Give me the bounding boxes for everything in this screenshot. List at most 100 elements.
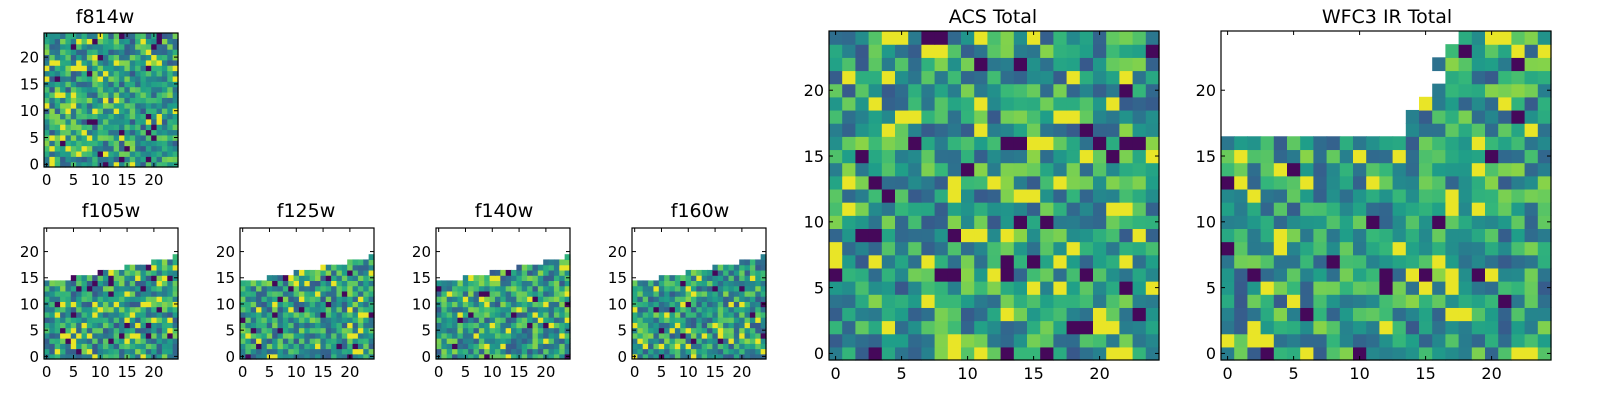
heatmap-cell	[1260, 149, 1275, 164]
heatmap-cell	[309, 353, 316, 360]
heatmap-cell	[140, 317, 147, 323]
heatmap-cell	[76, 43, 83, 50]
heatmap-cell	[468, 306, 475, 313]
heatmap-cell	[1537, 307, 1552, 322]
heatmap-cell	[1366, 162, 1380, 177]
heatmap-cell	[119, 150, 125, 157]
heatmap-cell	[1366, 267, 1380, 282]
heatmap-cell	[60, 38, 67, 45]
heatmap-cell	[352, 332, 359, 339]
heatmap-cell	[108, 124, 115, 131]
heatmap-cell	[60, 327, 67, 334]
heatmap-cell	[908, 267, 922, 282]
heatmap-cell	[363, 301, 370, 308]
heatmap-cell	[1145, 333, 1160, 348]
heatmap-cell	[987, 294, 1002, 308]
heatmap-cell	[145, 145, 152, 152]
heatmap-cell	[65, 343, 72, 350]
heatmap-cell	[113, 150, 120, 157]
x-tick-label: 5	[657, 363, 667, 381]
heatmap-cell	[1221, 333, 1235, 348]
heatmap-cell	[347, 269, 354, 276]
heatmap-cell	[468, 285, 475, 292]
heatmap-cell	[282, 296, 289, 302]
heatmap-cell	[842, 44, 856, 58]
heatmap-cell	[537, 343, 544, 350]
heatmap-cell	[256, 296, 263, 302]
heatmap-cell	[245, 343, 252, 350]
heatmap-cell	[855, 162, 870, 177]
heatmap-cell	[701, 322, 708, 329]
heatmap-cell	[293, 327, 300, 334]
heatmap-cell	[653, 296, 660, 302]
heatmap-cell	[65, 102, 72, 109]
heatmap-cell	[272, 327, 279, 334]
heatmap-cell	[685, 280, 692, 287]
heatmap-cell	[352, 280, 359, 287]
heatmap-cell	[473, 296, 480, 302]
heatmap-cell	[532, 327, 539, 334]
heatmap-cell	[895, 123, 909, 137]
heatmap-cell	[1300, 188, 1314, 203]
heatmap-cell	[553, 296, 560, 302]
heatmap-cell	[347, 348, 354, 355]
heatmap-cell	[1260, 333, 1275, 348]
heatmap-cell	[1300, 281, 1314, 295]
heatmap-cell	[1471, 228, 1486, 243]
heatmap-cell	[76, 124, 83, 131]
heatmap-cell	[468, 343, 475, 350]
heatmap-cell	[102, 322, 109, 329]
heatmap-cell	[60, 311, 67, 318]
heatmap-cell	[1458, 136, 1473, 151]
heatmap-cell	[140, 33, 147, 39]
heatmap-cell	[1405, 215, 1420, 229]
heatmap-cell	[674, 348, 681, 355]
heatmap-cell	[500, 353, 507, 360]
heatmap-cell	[1000, 228, 1015, 243]
heatmap-cell	[65, 59, 72, 66]
heatmap-cell	[494, 332, 501, 339]
heatmap-cell	[468, 275, 475, 281]
heatmap-cell	[521, 285, 528, 292]
heatmap-cell	[86, 301, 93, 308]
heatmap-cell	[441, 332, 448, 339]
heatmap-cell	[537, 353, 544, 360]
heatmap-cell	[468, 311, 475, 318]
heatmap-cell	[728, 322, 735, 329]
heatmap-cell	[167, 259, 174, 266]
heatmap-cell	[1013, 83, 1028, 98]
heatmap-cell	[288, 338, 295, 344]
heatmap-cell	[282, 327, 289, 334]
heatmap-cell	[653, 353, 660, 360]
heatmap-cell	[325, 348, 332, 355]
heatmap-cell	[161, 161, 168, 168]
heatmap-cell	[113, 54, 120, 61]
heatmap-cell	[81, 301, 88, 308]
heatmap-cell	[102, 275, 109, 281]
heatmap-cell	[868, 202, 883, 216]
heatmap-cell	[172, 317, 179, 323]
heatmap-cell	[1498, 44, 1512, 58]
heatmap-cell	[1221, 307, 1235, 322]
heatmap-cell	[113, 145, 120, 152]
heatmap-cell	[86, 49, 93, 56]
heatmap-cell	[1119, 320, 1134, 335]
heatmap-cell	[140, 338, 147, 344]
heatmap-cell	[341, 280, 348, 287]
heatmap-cell	[755, 353, 762, 360]
heatmap-cell	[113, 91, 120, 98]
heatmap-cell	[680, 327, 687, 334]
heatmap-cell	[1013, 307, 1028, 322]
heatmap-cell	[1313, 307, 1328, 322]
heatmap-cell	[140, 129, 147, 136]
heatmap-cell	[690, 306, 697, 313]
heatmap-cell	[341, 290, 348, 297]
heatmap-cell	[167, 102, 174, 109]
heatmap-cell	[500, 280, 507, 287]
heatmap-cell	[1260, 320, 1275, 335]
heatmap-cell	[1524, 202, 1539, 216]
heatmap-cell	[446, 290, 453, 297]
heatmap-cell	[272, 322, 279, 329]
heatmap-cell	[60, 91, 67, 98]
heatmap-cell	[336, 317, 343, 323]
